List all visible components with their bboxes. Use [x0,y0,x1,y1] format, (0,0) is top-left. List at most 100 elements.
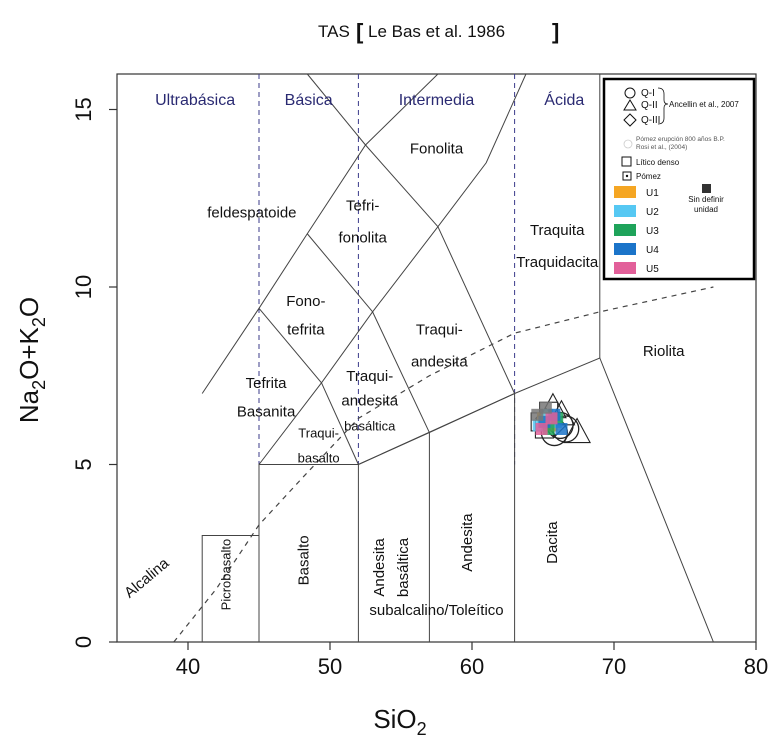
category-label-2: Intermedia [399,92,475,109]
field-label-14: andesita [341,393,398,410]
field-boundary-8 [258,307,322,384]
field-label-3: fonolita [338,229,387,246]
field-boundary-9 [306,233,373,313]
y-tick-label-0: 0 [71,636,96,648]
y-axis-label-part2: 2 [29,380,49,390]
title-bracket-close: ] [552,19,559,44]
unit-swatch-u4 [614,243,636,255]
x-axis-label: SiO2 [373,704,426,739]
rotated-label-5: Andesita [459,513,476,572]
q-ref-label: Ancellin et al., 2007 [669,100,739,109]
unit-swatch-u3 [614,224,636,236]
y-tick-label-2: 10 [71,275,96,299]
pomez-erupcion-label-2: Rosi et al., (2004) [636,144,687,151]
field-label-18: subalcalino/Toleítico [369,602,503,619]
pomez-legend-marker [622,171,632,181]
field-label-1: feldespatoide [207,204,296,221]
field-label-0: Fonolita [410,141,464,158]
field-boundary-12 [321,382,359,465]
category-label-1: Básica [285,92,333,109]
field-label-7: tefrita [287,322,325,339]
field-boundary-7 [258,73,527,465]
field-label-5: Traquidacita [516,254,599,271]
field-labels: Ultrabásica Básica Intermedia Ácida Fonolita… [121,90,685,619]
point-8-1 [535,423,548,435]
sin-definir-label-2: unidad [694,205,718,214]
q-ii-legend-marker [623,99,637,111]
sin-definir-label-1: Sin definir [688,195,724,204]
rotated-label-1: Picrobasalto [219,539,234,611]
axis-ticks: 40 50 60 70 80 0 5 10 15 [71,97,768,679]
unit-label-u5: U5 [646,264,659,275]
chart-title: TAS [ Le Bas et al. 1986 ] [318,19,559,44]
pomez-erupcion-legend-marker [623,139,633,149]
plot-frame [116,73,757,643]
rotated-label-0: Alcalina [121,554,173,601]
rotated-label-6: Dacita [544,521,561,564]
x-tick-label-3: 70 [602,654,626,679]
y-axis-label-part3: O+K [14,326,44,379]
legend-brace [657,87,669,125]
x-axis-label-sub: 2 [417,719,427,739]
y-axis-label-part1: Na [14,389,44,423]
field-label-11: Tefrita [246,375,288,392]
field-label-2: Tefri- [346,197,379,214]
field-boundary-6 [201,73,439,394]
field-boundary-1 [258,357,714,643]
data-points [530,392,592,447]
q-i-legend-marker [624,87,636,99]
rotated-label-3: Andesita [371,538,388,597]
svg-text:Na2O+K2O: Na2O+K2O [14,297,49,423]
point-9-1 [539,401,552,414]
q-ii-legend-label: Q-II [641,100,658,111]
field-label-10: Riolita [643,343,685,360]
x-axis-label-main: SiO [373,704,416,734]
title-main: TAS [318,22,350,41]
y-axis-label-part5: O [14,297,44,317]
field-label-4: Traquita [530,222,585,239]
q-iii-legend-label: Q-III [641,115,660,126]
field-boundary-0 [201,535,259,642]
point-8-0 [545,412,558,425]
y-tick-label-1: 5 [71,458,96,470]
pomez-erupcion-label-1: Pómez erupción 800 años B.P. [636,136,725,143]
field-label-17: basalto [298,450,340,465]
field-label-12: Basanita [237,403,296,420]
y-axis-label-part4: 2 [29,317,49,327]
field-label-16: Traqui- [298,426,339,441]
litico-legend-marker [621,156,632,167]
svg-text:SiO2: SiO2 [373,704,426,739]
point-7-1 [555,423,568,435]
legend: Q-I Q-II Q-III Ancellin et al., 2007 Póm… [602,77,756,281]
unit-swatch-u5 [614,262,636,274]
y-axis-label: Na2O+K2O [14,297,49,423]
rotated-label-4: basáltica [395,537,412,597]
field-label-9: andesita [411,354,468,371]
unit-swatch-u1 [614,186,636,198]
field-boundary-15 [306,73,366,146]
unit-swatch-u2 [614,205,636,217]
field-boundary-10 [365,144,439,227]
q-iii-legend-marker [623,113,637,127]
sin-definir-legend-marker [702,184,711,193]
field-boundary-14 [437,226,516,394]
field-boundary-13 [372,311,430,433]
unit-label-u1: U1 [646,188,659,199]
category-label-0: Ultrabásica [155,92,235,109]
x-tick-label-1: 50 [318,654,342,679]
field-label-15: basáltica [344,418,396,433]
legend-units: U1 U2 U3 U4 U5 [614,186,659,275]
rotated-label-2: Basalto [296,535,313,585]
plot-area [116,73,757,643]
q-i-legend-label: Q-I [641,88,655,99]
y-tick-label-3: 15 [71,97,96,121]
litico-legend-label: Lítico denso [636,158,680,167]
x-tick-label-4: 80 [744,654,768,679]
field-label-13: Traqui- [346,368,393,385]
point-1-1 [563,417,592,444]
field-boundaries [201,73,714,643]
pomez-legend-label: Pómez [636,172,661,181]
category-label-3: Ácida [544,90,584,109]
field-label-6: Fono- [286,293,325,310]
